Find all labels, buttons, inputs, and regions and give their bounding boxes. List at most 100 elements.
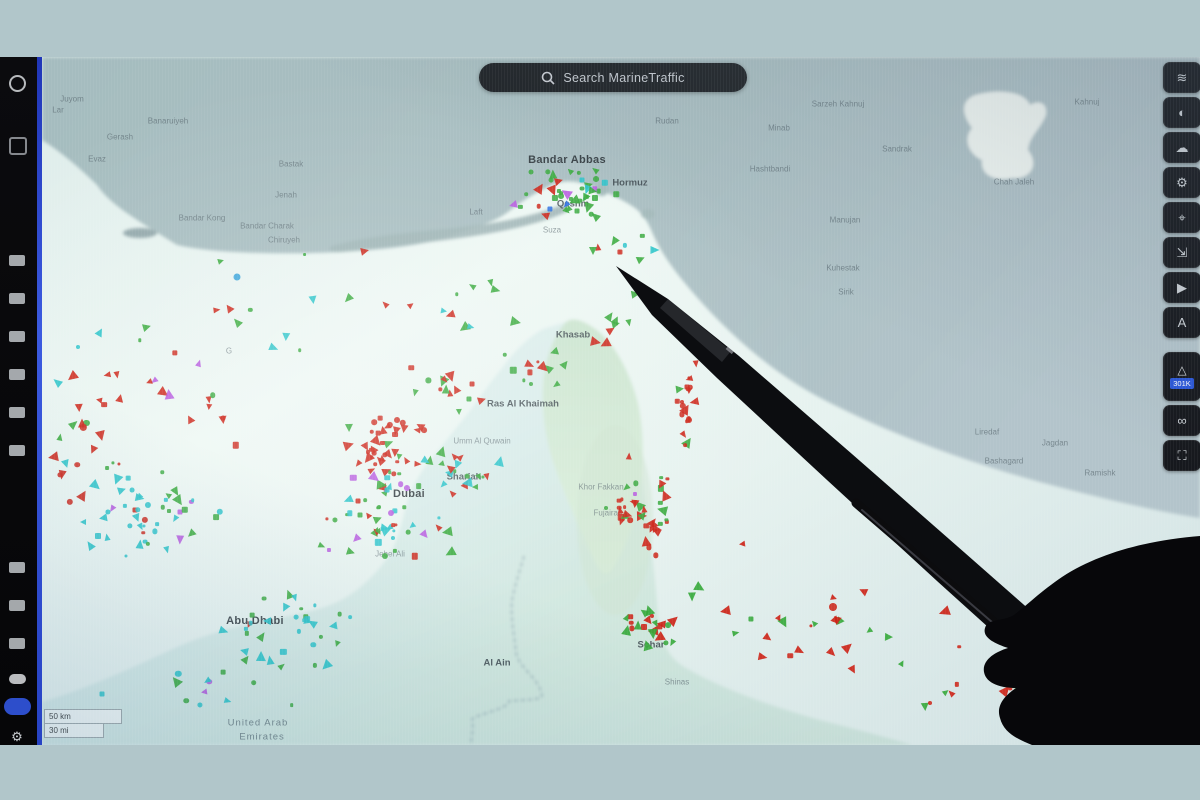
ship-marker[interactable] (438, 387, 442, 392)
ship-marker[interactable] (248, 307, 253, 312)
ship-marker[interactable] (665, 621, 672, 628)
ship-marker[interactable] (410, 389, 419, 398)
ship-marker[interactable] (369, 447, 374, 453)
ship-marker[interactable] (317, 541, 327, 550)
ship-marker[interactable] (135, 507, 141, 513)
ship-marker[interactable] (75, 488, 90, 503)
ship-marker[interactable] (411, 553, 418, 560)
ship-marker[interactable] (574, 208, 580, 214)
ship-marker[interactable] (175, 670, 182, 677)
ship-marker[interactable] (787, 652, 793, 659)
ship-marker[interactable] (635, 254, 647, 265)
ship-marker[interactable] (748, 616, 754, 622)
ship-marker[interactable] (369, 429, 375, 435)
ship-marker[interactable] (144, 378, 153, 387)
ship-marker[interactable] (461, 477, 473, 489)
browser-tab-icon[interactable] (9, 407, 25, 418)
ship-marker[interactable] (865, 626, 874, 635)
measure-button[interactable]: ⌖ (1163, 202, 1200, 233)
ship-marker[interactable] (502, 352, 508, 357)
browser-tab-icon[interactable] (9, 600, 25, 611)
ship-marker[interactable] (640, 505, 648, 513)
ship-marker[interactable] (74, 403, 84, 413)
ship-marker[interactable] (558, 193, 565, 200)
ship-marker[interactable] (142, 322, 153, 332)
ship-marker[interactable] (126, 522, 133, 529)
ship-marker[interactable] (449, 451, 459, 461)
ship-marker[interactable] (206, 679, 212, 685)
ship-marker[interactable] (111, 461, 115, 465)
ship-marker[interactable] (313, 663, 318, 668)
ship-marker[interactable] (593, 175, 600, 182)
ship-marker[interactable] (332, 517, 338, 523)
ship-marker[interactable] (114, 392, 125, 403)
weather-button[interactable]: ☁ (1163, 132, 1200, 163)
ship-marker[interactable] (359, 246, 370, 256)
ship-marker[interactable] (399, 424, 409, 434)
ship-marker[interactable] (582, 196, 587, 201)
ship-marker[interactable] (391, 536, 396, 541)
ship-marker[interactable] (244, 631, 250, 636)
ship-marker[interactable] (732, 629, 741, 637)
browser-cloud-icon[interactable] (9, 674, 26, 684)
ship-marker[interactable] (291, 593, 299, 603)
ship-marker[interactable] (399, 419, 407, 426)
ship-marker[interactable] (466, 396, 472, 402)
ship-marker[interactable] (194, 358, 203, 367)
ship-marker[interactable] (382, 437, 395, 449)
ship-marker[interactable] (627, 517, 633, 523)
ship-marker[interactable] (380, 299, 390, 309)
playback-button[interactable]: ▶ (1163, 272, 1200, 303)
ship-marker[interactable] (481, 475, 485, 479)
ship-marker[interactable] (857, 585, 869, 596)
ship-marker[interactable] (268, 342, 280, 354)
ship-marker[interactable] (436, 445, 449, 458)
ship-marker[interactable] (640, 638, 654, 651)
ship-marker[interactable] (183, 697, 190, 704)
ship-marker[interactable] (392, 431, 399, 438)
ship-marker[interactable] (665, 477, 669, 481)
ship-marker[interactable] (328, 621, 338, 631)
ship-marker[interactable] (212, 306, 221, 314)
ship-marker[interactable] (395, 460, 399, 464)
ship-marker[interactable] (536, 203, 541, 209)
ship-marker[interactable] (447, 488, 457, 499)
ship-marker[interactable] (620, 497, 624, 502)
ship-marker[interactable] (386, 421, 394, 428)
ship-marker[interactable] (380, 523, 390, 533)
ship-marker[interactable] (74, 461, 81, 468)
ship-marker[interactable] (596, 188, 601, 194)
ship-marker[interactable] (375, 539, 382, 546)
ship-marker[interactable] (216, 508, 223, 515)
ship-marker[interactable] (391, 448, 400, 458)
browser-tab-icon[interactable] (9, 562, 25, 573)
ship-marker[interactable] (142, 524, 146, 528)
ship-marker[interactable] (559, 190, 563, 195)
ship-marker[interactable] (373, 462, 377, 467)
ship-marker[interactable] (584, 195, 589, 200)
ship-marker[interactable] (181, 506, 189, 514)
ship-marker[interactable] (403, 485, 410, 492)
ship-marker[interactable] (220, 415, 226, 421)
ship-marker[interactable] (692, 360, 700, 369)
ship-marker[interactable] (494, 454, 507, 467)
ship-marker[interactable] (607, 235, 620, 248)
ship-marker[interactable] (163, 546, 172, 555)
ship-marker[interactable] (588, 212, 594, 217)
ship-marker[interactable] (363, 498, 367, 503)
ship-marker[interactable] (289, 703, 294, 707)
ship-marker[interactable] (345, 547, 356, 558)
ship-marker[interactable] (629, 620, 634, 625)
ship-marker[interactable] (83, 419, 90, 426)
ship-marker[interactable] (398, 481, 404, 488)
ship-marker[interactable] (401, 455, 411, 465)
ship-marker[interactable] (545, 169, 551, 175)
layers-button[interactable]: ≋ (1163, 62, 1200, 93)
ship-marker[interactable] (569, 196, 574, 201)
ship-marker[interactable] (110, 473, 124, 487)
ship-marker[interactable] (591, 195, 598, 202)
ship-marker[interactable] (391, 471, 397, 477)
ship-marker[interactable] (160, 470, 165, 474)
ship-marker[interactable] (508, 200, 519, 211)
ship-marker[interactable] (419, 529, 431, 541)
